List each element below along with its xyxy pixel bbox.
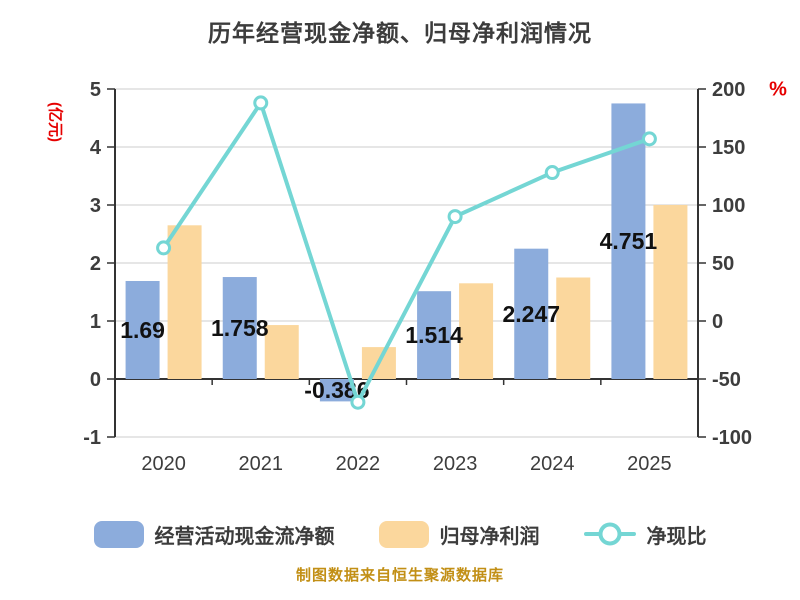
svg-text:1.758: 1.758 <box>211 315 269 341</box>
svg-text:2.247: 2.247 <box>502 301 560 327</box>
line-marker-2022[interactable] <box>350 394 366 410</box>
line-marker-2021[interactable] <box>253 95 269 111</box>
right-axis-unit-label: % <box>769 78 787 101</box>
svg-text:2024: 2024 <box>530 453 575 475</box>
svg-text:5: 5 <box>90 79 101 101</box>
bar-经营活动现金流净额-2024[interactable] <box>514 248 549 379</box>
svg-text:1.514: 1.514 <box>405 322 463 348</box>
bar-经营活动现金流净额-2020[interactable] <box>125 280 160 379</box>
svg-text:-1: -1 <box>83 427 101 449</box>
svg-text:2: 2 <box>90 253 101 275</box>
x-axis-category-labels: 2020 2021 2022 2023 2024 2025 <box>141 453 671 475</box>
line-marker-2020[interactable] <box>156 240 172 256</box>
bar-归母净利润-2023[interactable] <box>459 283 494 379</box>
svg-text:150: 150 <box>712 137 745 159</box>
axis-ticks <box>107 88 706 438</box>
legend-line-marker-icon <box>583 521 636 548</box>
svg-text:2025: 2025 <box>627 453 672 475</box>
bar-归母净利润-2021[interactable] <box>264 325 299 379</box>
legend-swatch-blue <box>93 520 144 548</box>
bar-经营活动现金流净额-2023[interactable] <box>417 291 452 379</box>
svg-text:2022: 2022 <box>336 453 381 475</box>
legend-label-net-profit: 归母净利润 <box>439 525 540 548</box>
bar-经营活动现金流净额-2022[interactable] <box>319 379 354 402</box>
legend: 经营活动现金流净额 归母净利润 净现比 <box>0 518 800 550</box>
svg-text:100: 100 <box>712 195 745 217</box>
legend-item-operating-cash-flow[interactable]: 经营活动现金流净额 <box>93 520 335 549</box>
svg-text:200: 200 <box>712 79 745 101</box>
legend-item-net-cash-ratio[interactable]: 净现比 <box>583 520 707 549</box>
gridlines <box>115 88 698 438</box>
bar-归母净利润-2020[interactable] <box>167 225 202 379</box>
svg-text:-100: -100 <box>712 427 752 449</box>
svg-text:2020: 2020 <box>141 453 186 475</box>
bar-经营活动现金流净额-2021[interactable] <box>222 277 257 379</box>
line-marker-2023[interactable] <box>447 209 463 225</box>
svg-text:0: 0 <box>712 311 723 333</box>
legend-label-operating-cash-flow: 经营活动现金流净额 <box>154 525 335 548</box>
line-net-cash-ratio <box>156 95 657 410</box>
svg-text:1.69: 1.69 <box>120 317 165 343</box>
line-marker-2024[interactable] <box>544 165 560 181</box>
svg-text:-50: -50 <box>712 369 741 391</box>
svg-text:0: 0 <box>90 369 101 391</box>
bars-net-profit <box>167 205 688 380</box>
svg-text:4.751: 4.751 <box>600 228 658 254</box>
bar-归母净利润-2025[interactable] <box>653 205 688 379</box>
svg-text:50: 50 <box>712 253 734 275</box>
legend-swatch-orange <box>378 520 429 548</box>
data-source-caption: 制图数据来自恒生聚源数据库 <box>295 567 504 584</box>
left-axis-tick-labels: 5 4 3 2 1 0 -1 <box>83 79 102 449</box>
bars-operating-cash-flow <box>125 103 646 402</box>
chart-title: 历年经营现金净额、归母净利润情况 <box>208 20 592 46</box>
line-marker-2025[interactable] <box>641 131 657 147</box>
svg-text:2023: 2023 <box>433 453 478 475</box>
svg-text:2021: 2021 <box>239 453 284 475</box>
right-axis-tick-labels: 200 150 100 50 0 -50 -100 <box>712 79 752 449</box>
svg-text:1: 1 <box>90 311 101 333</box>
bar-归母净利润-2024[interactable] <box>556 277 591 380</box>
legend-item-net-profit[interactable]: 归母净利润 <box>378 520 540 549</box>
legend-label-net-cash-ratio: 净现比 <box>646 525 707 548</box>
svg-text:3: 3 <box>90 195 101 217</box>
svg-text:4: 4 <box>90 137 102 159</box>
